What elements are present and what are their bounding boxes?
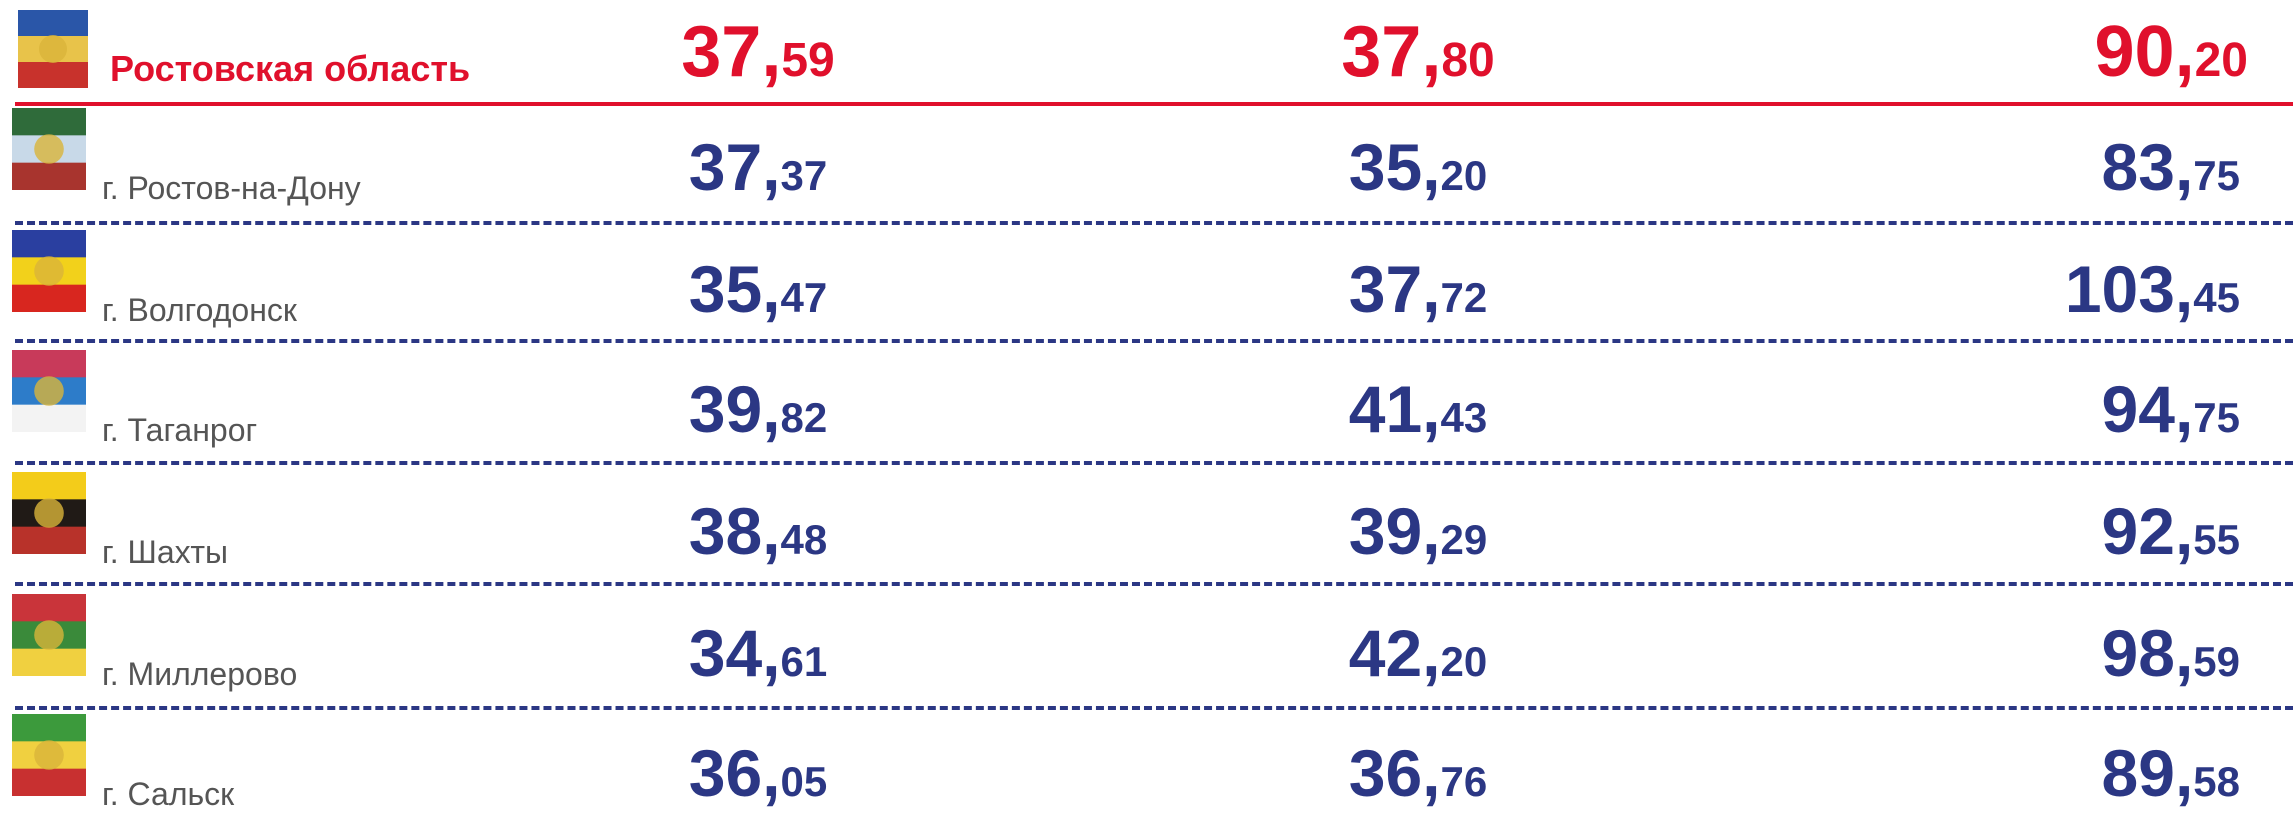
row-value: 94,75 [2101, 372, 2240, 446]
row-value: 34,61 [688, 616, 828, 690]
row-divider [15, 582, 2293, 586]
row-value: 83,75 [2101, 130, 2240, 204]
region-value: 37,59 [681, 12, 835, 92]
row-name: г. Ростов-на-Дону [102, 170, 361, 206]
coat-of-arms [12, 230, 86, 312]
coat-of-arms [12, 594, 86, 676]
row-value: 103,45 [2064, 252, 2240, 326]
row-value: 89,58 [2101, 736, 2240, 810]
row-value: 36,76 [1348, 736, 1488, 810]
row-value: 36,05 [688, 736, 828, 810]
row-divider [15, 706, 2293, 710]
row-name: г. Шахты [102, 534, 228, 570]
row-value: 39,29 [1348, 494, 1488, 568]
coat-of-arms [12, 108, 86, 190]
row-value: 37,72 [1348, 252, 1488, 326]
row-value: 37,37 [688, 130, 828, 204]
row-name: г. Миллерово [102, 656, 298, 692]
coat-of-arms [18, 10, 88, 88]
row-value: 39,82 [688, 372, 828, 446]
row-value: 35,47 [688, 252, 828, 326]
region-name: Ростовская область [110, 48, 471, 89]
coat-of-arms [12, 714, 86, 796]
row-value: 92,55 [2101, 494, 2240, 568]
row-divider [15, 339, 2293, 343]
coat-of-arms [12, 472, 86, 554]
row-name: г. Сальск [102, 776, 235, 812]
row-value: 98,59 [2101, 616, 2240, 690]
row-name: г. Таганрог [102, 412, 258, 448]
row-value: 35,20 [1348, 130, 1488, 204]
row-value: 41,43 [1348, 372, 1488, 446]
row-divider [15, 221, 2293, 225]
divider [15, 102, 2293, 106]
row-value: 42,20 [1348, 616, 1488, 690]
row-divider [15, 461, 2293, 465]
row-value: 38,48 [688, 494, 828, 568]
region-value: 90,20 [2094, 12, 2248, 92]
region-value: 37,80 [1341, 12, 1495, 92]
row-name: г. Волгодонск [102, 292, 297, 328]
coat-of-arms [12, 350, 86, 432]
